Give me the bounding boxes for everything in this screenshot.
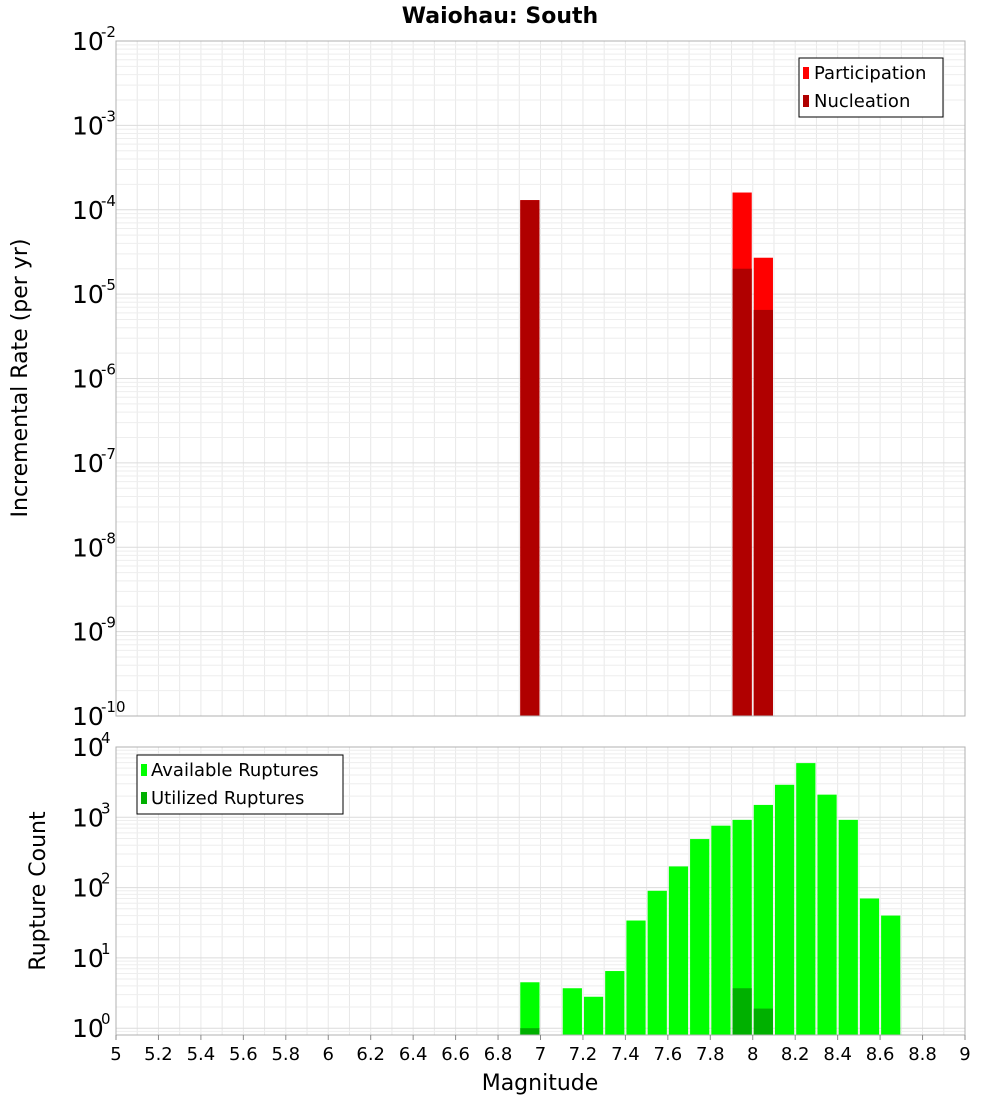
count-y-axis-label: Rupture Count bbox=[26, 811, 51, 971]
nucleation-legend-label: Nucleation bbox=[814, 91, 910, 112]
available-legend-label: Available Ruptures bbox=[151, 760, 319, 781]
x-tick-label: 7.4 bbox=[611, 1044, 640, 1065]
x-tick-label: 5.2 bbox=[144, 1044, 173, 1065]
rate-y-tick-exponent: -4 bbox=[101, 192, 116, 210]
rate-y-tick-label: 10 bbox=[72, 280, 104, 309]
rate-legend: Participation Nucleation bbox=[798, 57, 944, 118]
count-y-tick-exponent: 4 bbox=[101, 729, 111, 747]
rate-gridlines bbox=[115, 40, 966, 717]
count-bar-available-ruptures bbox=[838, 819, 858, 1035]
x-tick-label: 6.8 bbox=[484, 1044, 513, 1065]
x-tick-label: 5.8 bbox=[271, 1044, 300, 1065]
rate-y-tick-exponent: -3 bbox=[101, 107, 116, 125]
count-y-tick-label: 10 bbox=[72, 733, 104, 762]
rate-bar-nucleation bbox=[732, 268, 752, 716]
count-legend-box bbox=[136, 754, 344, 815]
count-y-tick-label: 10 bbox=[72, 944, 104, 973]
count-bar-available-ruptures bbox=[605, 971, 625, 1035]
x-tick-label: 7 bbox=[535, 1044, 546, 1065]
x-tick-label: 8.8 bbox=[908, 1044, 937, 1065]
rate-y-tick-exponent: -10 bbox=[101, 698, 126, 716]
x-axis-label: Magnitude bbox=[482, 1071, 599, 1096]
count-y-tick-exponent: 3 bbox=[101, 799, 111, 817]
count-bar-available-ruptures bbox=[753, 804, 773, 1035]
rate-y-tick-exponent: -2 bbox=[101, 23, 116, 41]
rate-y-tick-label: 10 bbox=[72, 365, 104, 394]
count-bar-utilized-ruptures bbox=[732, 988, 752, 1035]
participation-legend-swatch bbox=[803, 67, 809, 79]
x-tick-label: 6.4 bbox=[399, 1044, 428, 1065]
count-bar-available-ruptures bbox=[520, 982, 540, 1035]
count-y-tick-exponent: 1 bbox=[101, 940, 111, 958]
count-bars bbox=[520, 763, 901, 1035]
rate-y-tick-exponent: -8 bbox=[101, 529, 116, 547]
rate-y-tick-exponent: -9 bbox=[101, 614, 116, 632]
rate-y-tick-label: 10 bbox=[72, 449, 104, 478]
count-bar-utilized-ruptures bbox=[753, 1008, 773, 1035]
rate-y-tick-exponent: -7 bbox=[101, 445, 116, 463]
x-ticks: 5 5.2 5.4 5.6 5.8 6 6.2 6.4 6.6 6.8 7 7.2 7.4 7.6 7.8 8… bbox=[110, 1035, 971, 1065]
count-bar-available-ruptures bbox=[817, 794, 837, 1035]
x-tick-label: 5 bbox=[110, 1044, 121, 1065]
x-tick-label: 7.8 bbox=[696, 1044, 725, 1065]
count-bar-available-ruptures bbox=[668, 866, 689, 1035]
rate-plot-border bbox=[115, 40, 966, 717]
available-legend-swatch bbox=[141, 764, 147, 776]
rate-y-tick-label: 10 bbox=[72, 702, 104, 731]
x-tick-label: 9 bbox=[959, 1044, 970, 1065]
count-bar-available-ruptures bbox=[859, 898, 880, 1035]
chart-title: Waiohau: South bbox=[402, 4, 598, 29]
x-tick-label: 8 bbox=[747, 1044, 758, 1065]
count-bar-available-ruptures bbox=[562, 988, 582, 1035]
count-bar-available-ruptures bbox=[732, 819, 752, 1035]
participation-legend-label: Participation bbox=[814, 63, 926, 84]
count-bar-available-ruptures bbox=[881, 915, 901, 1035]
rate-y-axis-label: Incremental Rate (per yr) bbox=[8, 239, 33, 518]
rate-y-tick-label: 10 bbox=[72, 111, 104, 140]
rate-bar-nucleation bbox=[753, 309, 773, 716]
x-tick-label: 7.6 bbox=[654, 1044, 683, 1065]
rate-y-tick-label: 10 bbox=[72, 27, 104, 56]
rate-y-tick-label: 10 bbox=[72, 618, 104, 647]
count-bar-available-ruptures bbox=[690, 839, 710, 1035]
rate-y-tick-exponent: -6 bbox=[101, 361, 116, 379]
count-y-tick-exponent: 0 bbox=[101, 1010, 111, 1028]
rate-y-tick-label: 10 bbox=[72, 196, 104, 225]
utilized-legend-label: Utilized Ruptures bbox=[151, 788, 304, 809]
x-tick-label: 5.4 bbox=[187, 1044, 216, 1065]
nucleation-legend-swatch bbox=[803, 95, 809, 107]
count-bar-available-ruptures bbox=[626, 920, 646, 1035]
count-y-tick-exponent: 2 bbox=[101, 870, 111, 888]
rate-y-tick-label: 10 bbox=[72, 533, 104, 562]
count-bar-utilized-ruptures bbox=[520, 1028, 540, 1035]
count-bar-available-ruptures bbox=[774, 784, 795, 1035]
x-tick-label: 6 bbox=[323, 1044, 334, 1065]
count-legend: Available Ruptures Utilized Ruptures bbox=[136, 754, 344, 815]
rate-y-tick-exponent: -5 bbox=[101, 276, 116, 294]
x-tick-label: 6.2 bbox=[356, 1044, 385, 1065]
x-tick-label: 7.2 bbox=[569, 1044, 598, 1065]
count-bar-available-ruptures bbox=[583, 996, 604, 1035]
x-tick-label: 6.6 bbox=[441, 1044, 470, 1065]
x-tick-label: 8.2 bbox=[781, 1044, 810, 1065]
x-tick-label: 5.6 bbox=[229, 1044, 258, 1065]
count-bar-available-ruptures bbox=[796, 763, 816, 1035]
utilized-legend-swatch bbox=[141, 792, 147, 804]
count-y-tick-label: 10 bbox=[72, 1014, 104, 1043]
rate-bar-nucleation bbox=[520, 200, 540, 716]
count-bar-available-ruptures bbox=[647, 890, 667, 1035]
count-y-tick-label: 10 bbox=[72, 803, 104, 832]
x-tick-label: 8.4 bbox=[823, 1044, 852, 1065]
count-y-tick-label: 10 bbox=[72, 874, 104, 903]
rate-legend-box bbox=[798, 57, 944, 118]
x-tick-label: 8.6 bbox=[866, 1044, 895, 1065]
rate-bars bbox=[520, 192, 773, 717]
count-bar-available-ruptures bbox=[711, 825, 731, 1035]
